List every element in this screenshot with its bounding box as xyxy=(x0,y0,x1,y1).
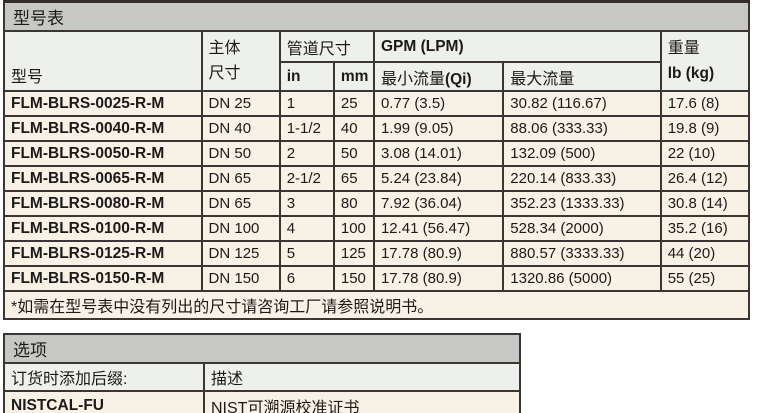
weight-label: 重量 xyxy=(667,40,700,57)
size-mm-cell: 125 xyxy=(332,240,375,267)
column-header-model: 型号 xyxy=(3,30,203,92)
column-header-min-flow: 最小流量(Qi) xyxy=(372,61,505,92)
min-flow-label: 最小流量 xyxy=(380,70,445,88)
column-header-description: 描述 xyxy=(203,362,521,392)
max-flow-cell: 352.23 (1333.33) xyxy=(502,190,662,217)
weight-cell: 19.8 (9) xyxy=(659,115,751,142)
size-mm-cell: 65 xyxy=(332,165,375,192)
model-table-title: 型号表 xyxy=(3,0,750,32)
body-size-cell: DN 40 xyxy=(200,115,281,142)
model-cell: FLM-BLRS-0050-R-M xyxy=(3,140,203,167)
options-table: 选项 订货时添加后缀: 描述 NISTCAL-FU NIST可溯源校准证书 xyxy=(3,333,521,413)
max-flow-cell: 880.57 (3333.33) xyxy=(502,240,662,267)
model-cell: FLM-BLRS-0100-R-M xyxy=(3,215,203,242)
body-size-cell: DN 100 xyxy=(200,215,281,242)
table-row: FLM-BLRS-0125-R-M DN 125 5 125 17.78 (80… xyxy=(3,240,751,267)
weight-cell: 30.8 (14) xyxy=(659,190,751,217)
min-flow-cell: 0.77 (3.5) xyxy=(372,90,505,117)
footnote-row: *如需在型号表中没有列出的尺寸请咨询工厂请参照说明书。 xyxy=(3,290,750,320)
size-in-cell: 1 xyxy=(278,90,335,117)
options-row: NISTCAL-FU NIST可溯源校准证书 xyxy=(3,390,521,413)
min-flow-cell: 17.78 (80.9) xyxy=(372,265,505,292)
max-flow-cell: 1320.86 (5000) xyxy=(502,265,662,292)
body-size-cell: DN 125 xyxy=(200,240,281,267)
model-table-title-row: 型号表 xyxy=(3,0,750,32)
column-header-pipe-size: 管道尺寸 xyxy=(278,30,375,63)
size-mm-cell: 40 xyxy=(332,115,375,142)
size-in-cell: 5 xyxy=(278,240,335,267)
body-size-cell: DN 65 xyxy=(200,165,281,192)
model-table: 型号表 型号 主体尺寸 管道尺寸 GPM (LPM) 重量 lb (kg) in … xyxy=(3,0,751,320)
option-description-cell: NIST可溯源校准证书 xyxy=(203,390,521,413)
weight-cell: 26.4 (12) xyxy=(659,165,751,192)
max-flow-cell: 132.09 (500) xyxy=(502,140,662,167)
size-mm-cell: 50 xyxy=(332,140,375,167)
column-header-weight: 重量 lb (kg) xyxy=(659,30,751,92)
min-flow-cell: 12.41 (56.47) xyxy=(372,215,505,242)
weight-cell: 35.2 (16) xyxy=(659,215,751,242)
options-table-title: 选项 xyxy=(3,333,521,364)
model-cell: FLM-BLRS-0040-R-M xyxy=(3,115,203,142)
max-flow-cell: 528.34 (2000) xyxy=(502,215,662,242)
size-in-cell: 6 xyxy=(278,265,335,292)
column-header-body-size: 主体 尺寸 xyxy=(200,30,281,92)
weight-unit-label: lb (kg) xyxy=(667,65,715,82)
footnote-text: *如需在型号表中没有列出的尺寸请咨询工厂请参照说明书。 xyxy=(3,290,750,320)
size-mm-cell: 25 xyxy=(332,90,375,117)
model-cell: FLM-BLRS-0025-R-M xyxy=(3,90,203,117)
weight-cell: 44 (20) xyxy=(659,240,751,267)
weight-cell: 22 (10) xyxy=(659,140,751,167)
size-in-cell: 4 xyxy=(278,215,335,242)
table-row: FLM-BLRS-0050-R-M DN 50 2 50 3.08 (14.01… xyxy=(3,140,751,167)
table-row: FLM-BLRS-0150-R-M DN 150 6 150 17.78 (80… xyxy=(3,265,751,292)
column-header-mm: mm xyxy=(332,61,375,92)
table-row: FLM-BLRS-0080-R-M DN 65 3 80 7.92 (36.04… xyxy=(3,190,751,217)
size-mm-cell: 150 xyxy=(332,265,375,292)
size-mm-cell: 100 xyxy=(332,215,375,242)
column-header-order-suffix: 订货时添加后缀: xyxy=(3,362,205,392)
table-row: FLM-BLRS-0100-R-M DN 100 4 100 12.41 (56… xyxy=(3,215,751,242)
body-size-cell: DN 50 xyxy=(200,140,281,167)
size-in-cell: 2-1/2 xyxy=(278,165,335,192)
weight-cell: 17.6 (8) xyxy=(659,90,751,117)
min-flow-cell: 7.92 (36.04) xyxy=(372,190,505,217)
min-flow-cell: 17.78 (80.9) xyxy=(372,240,505,267)
size-mm-cell: 80 xyxy=(332,190,375,217)
table-row: FLM-BLRS-0065-R-M DN 65 2-1/2 65 5.24 (2… xyxy=(3,165,751,192)
options-title-row: 选项 xyxy=(3,333,521,364)
size-in-cell: 1-1/2 xyxy=(278,115,335,142)
option-suffix-cell: NISTCAL-FU xyxy=(3,390,205,413)
table-row: FLM-BLRS-0025-R-M DN 25 1 25 0.77 (3.5) … xyxy=(3,90,751,117)
body-size-cell: DN 65 xyxy=(200,190,281,217)
table-row: FLM-BLRS-0040-R-M DN 40 1-1/2 40 1.99 (9… xyxy=(3,115,751,142)
model-cell: FLM-BLRS-0065-R-M xyxy=(3,165,203,192)
min-flow-cell: 1.99 (9.05) xyxy=(372,115,505,142)
body-size-cell: DN 25 xyxy=(200,90,281,117)
column-header-max-flow: 最大流量 xyxy=(502,61,662,92)
model-cell: FLM-BLRS-0150-R-M xyxy=(3,265,203,292)
max-flow-cell: 30.82 (116.67) xyxy=(502,90,662,117)
weight-cell: 55 (25) xyxy=(659,265,751,292)
model-cell: FLM-BLRS-0125-R-M xyxy=(3,240,203,267)
column-header-gpm: GPM (LPM) xyxy=(372,30,662,63)
size-in-cell: 3 xyxy=(278,190,335,217)
body-size-line2: 尺寸 xyxy=(208,65,241,82)
min-flow-cell: 5.24 (23.84) xyxy=(372,165,505,192)
min-flow-cell: 3.08 (14.01) xyxy=(372,140,505,167)
header-row-2: in mm 最小流量(Qi) 最大流量 xyxy=(4,61,749,92)
model-cell: FLM-BLRS-0080-R-M xyxy=(3,190,203,217)
min-flow-suffix: (Qi) xyxy=(444,70,472,88)
body-size-line1: 主体 xyxy=(208,40,241,57)
max-flow-cell: 220.14 (833.33) xyxy=(502,165,662,192)
options-header-row: 订货时添加后缀: 描述 xyxy=(3,362,521,392)
column-header-in: in xyxy=(278,61,335,92)
size-in-cell: 2 xyxy=(278,140,335,167)
header-row-1: 型号 主体尺寸 管道尺寸 GPM (LPM) 重量 lb (kg) xyxy=(3,30,751,92)
body-size-cell: DN 150 xyxy=(200,265,281,292)
max-flow-cell: 88.06 (333.33) xyxy=(502,115,662,142)
